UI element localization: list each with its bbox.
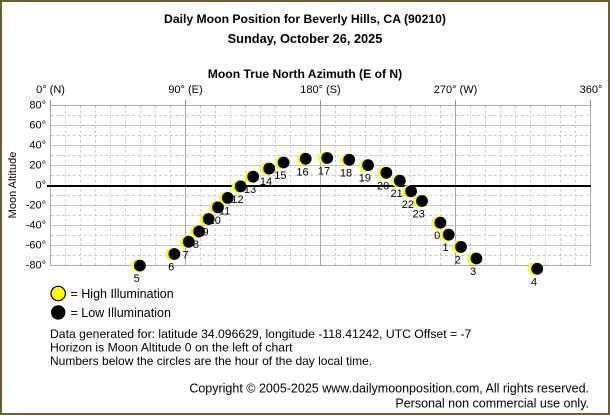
svg-text:19: 19 [359,173,371,185]
svg-text:-40°: -40° [26,220,46,232]
svg-text:-80°: -80° [26,260,46,272]
svg-text:21: 21 [390,188,402,200]
svg-text:Horizon is Moon Altitude 0 on: Horizon is Moon Altitude 0 on the left o… [50,341,293,355]
svg-text:Moon True North Azimuth (E of: Moon True North Azimuth (E of N) [208,67,402,81]
svg-text:40°: 40° [29,140,46,152]
svg-text:0: 0 [434,230,440,242]
svg-text:Personal non commercial use on: Personal non commercial use only. [395,396,589,410]
svg-text:-20°: -20° [26,200,46,212]
svg-text:18: 18 [340,167,352,179]
svg-text:5: 5 [134,273,140,285]
svg-text:Data generated for: latitude 3: Data generated for: latitude 34.096629, … [50,327,472,341]
svg-text:7: 7 [182,249,188,261]
svg-text:Daily Moon Position for Beverl: Daily Moon Position for Beverly Hills, C… [164,12,446,26]
svg-text:-60°: -60° [26,240,46,252]
svg-text:13: 13 [244,184,256,196]
svg-text:14: 14 [260,176,272,188]
svg-text:8: 8 [193,239,199,251]
svg-text:10: 10 [209,215,221,227]
svg-text:22: 22 [402,199,414,211]
svg-text:90° (E): 90° (E) [168,84,202,96]
svg-text:Copyright © 2005-2025 www.dail: Copyright © 2005-2025 www.dailymoonposit… [189,382,589,396]
svg-text:4: 4 [531,276,537,288]
svg-text:270° (W): 270° (W) [434,84,478,96]
svg-text:Moon Altitude: Moon Altitude [7,152,19,219]
svg-text:= Low Illumination: = Low Illumination [71,306,171,320]
svg-text:60°: 60° [29,120,46,132]
svg-text:9: 9 [202,227,208,239]
svg-text:20°: 20° [29,160,46,172]
svg-text:180° (S): 180° (S) [300,84,340,96]
svg-text:3: 3 [470,266,476,278]
svg-text:0°: 0° [35,180,46,192]
svg-text:0° (N): 0° (N) [36,84,65,96]
svg-text:6: 6 [168,262,174,274]
svg-text:360°: 360° [580,84,603,96]
svg-text:= High Illumination: = High Illumination [71,287,174,301]
svg-text:15: 15 [274,170,286,182]
svg-text:20: 20 [377,180,389,192]
svg-text:1: 1 [442,242,448,254]
svg-text:16: 16 [296,166,308,178]
svg-text:80°: 80° [29,100,46,112]
svg-text:12: 12 [231,194,243,206]
svg-text:Sunday, October 26, 2025: Sunday, October 26, 2025 [228,31,383,46]
svg-text:23: 23 [413,209,425,221]
svg-text:17: 17 [318,166,330,178]
svg-text:2: 2 [455,254,461,266]
svg-text:11: 11 [219,205,230,217]
svg-text:Numbers below the circles are: Numbers below the circles are the hour o… [50,354,372,368]
